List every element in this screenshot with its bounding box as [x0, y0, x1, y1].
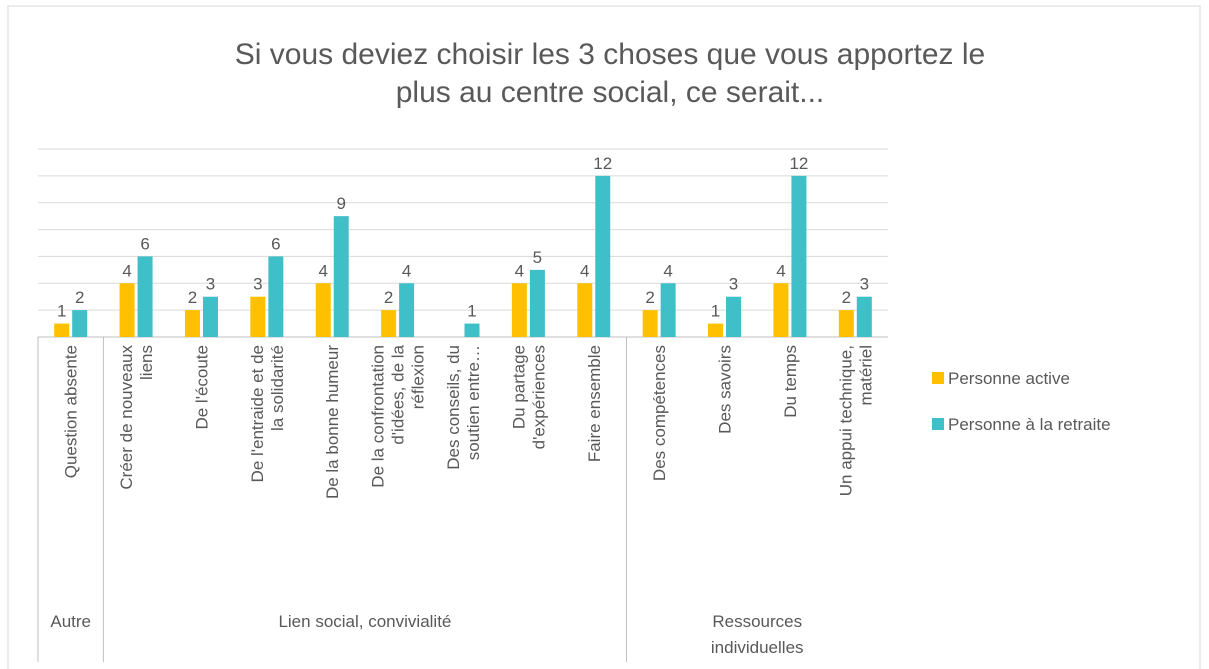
data-label: 6 [140, 234, 149, 253]
x-tick-label: Du partaged'expériences [509, 345, 548, 449]
bar [333, 216, 349, 337]
label-line: Lien social, convivialité [278, 612, 451, 631]
bar [54, 323, 70, 337]
label-line: liens [137, 345, 156, 380]
label-line: Créer de nouveaux [117, 345, 136, 490]
x-tick-label: Un appui technique,matériel [836, 345, 875, 496]
bar [119, 283, 135, 337]
chart-title: Si vous deviez choisir les 3 choses que … [235, 38, 985, 109]
bar [250, 296, 266, 337]
label-line: soutien entre… [464, 345, 483, 460]
x-tick-label: Créer de nouveauxliens [117, 345, 156, 490]
data-label: 4 [318, 261, 327, 280]
data-label: 3 [206, 275, 215, 294]
bar [315, 283, 331, 337]
bar [726, 296, 742, 337]
data-label: 3 [860, 275, 869, 294]
bar [660, 283, 676, 337]
data-label: 1 [57, 302, 66, 321]
bar [791, 175, 807, 337]
bar [381, 310, 397, 337]
label-line: individuelles [711, 638, 804, 657]
label-line: Du temps [781, 345, 800, 418]
label-line: Des compétences [650, 345, 669, 481]
chart-border [7, 5, 1201, 669]
data-label: 3 [253, 275, 262, 294]
data-label: 1 [711, 302, 720, 321]
data-label: 12 [593, 154, 612, 173]
bar [856, 296, 872, 337]
bar [464, 323, 480, 337]
data-label: 9 [336, 194, 345, 213]
bar [202, 296, 218, 337]
label-line: Faire ensemble [585, 345, 604, 462]
data-label: 2 [75, 288, 84, 307]
group-label: Lien social, convivialité [278, 612, 451, 631]
bar [577, 283, 593, 337]
x-tick-label: Des conseils, dusoutien entre… [444, 345, 483, 470]
label-line: d'idées, de la [389, 344, 408, 444]
x-tick-label: De la bonne humeur [323, 345, 342, 499]
data-label: 4 [402, 261, 411, 280]
title-line: Si vous deviez choisir les 3 choses que … [235, 38, 985, 71]
bar [399, 283, 415, 337]
x-tick-label: Des compétences [650, 345, 669, 481]
label-line: Du partage [509, 345, 528, 429]
bar [595, 175, 611, 337]
legend-swatch [932, 418, 944, 430]
label-line: Ressources [712, 612, 802, 631]
x-tick-label: De l'entraide et dela solidarité [248, 345, 287, 482]
label-line: Autre [50, 612, 91, 631]
bar [268, 256, 284, 337]
x-tick-label: De la confrontationd'idées, de laréflexi… [369, 344, 428, 487]
bar [184, 310, 200, 337]
label-line: De l'écoute [192, 345, 211, 430]
bar [72, 310, 88, 337]
data-label: 3 [729, 275, 738, 294]
data-label: 4 [580, 261, 589, 280]
data-label: 2 [645, 288, 654, 307]
data-label: 12 [789, 154, 808, 173]
data-label: 4 [776, 261, 785, 280]
label-line: De la confrontation [369, 345, 388, 488]
bar [773, 283, 789, 337]
data-label: 6 [271, 234, 280, 253]
legend-label: Personne à la retraite [948, 415, 1111, 434]
title-line: plus au centre social, ce serait... [396, 76, 825, 109]
data-label: 4 [515, 261, 524, 280]
label-line: De la bonne humeur [323, 345, 342, 499]
data-label: 2 [188, 288, 197, 307]
x-tick-label: Faire ensemble [585, 345, 604, 462]
x-tick-label: Du temps [781, 345, 800, 418]
data-label: 5 [533, 248, 542, 267]
label-line: matériel [856, 345, 875, 405]
label-line: d'expériences [529, 345, 548, 449]
bar [529, 269, 545, 337]
label-line: réflexion [409, 345, 428, 409]
bar [511, 283, 527, 337]
label-line: Question absente [62, 345, 81, 478]
x-tick-label: Question absente [62, 345, 81, 478]
label-line: Des savoirs [716, 345, 735, 434]
label-line: De l'entraide et de [248, 345, 267, 482]
data-label: 2 [384, 288, 393, 307]
label-line: la solidarité [268, 345, 287, 431]
bar [642, 310, 658, 337]
bar [838, 310, 854, 337]
data-label: 4 [122, 261, 131, 280]
legend-swatch [932, 372, 944, 384]
data-label: 4 [663, 261, 672, 280]
group-label: Ressources individuelles [711, 612, 804, 657]
x-tick-label: Des savoirs [716, 345, 735, 434]
data-label: 1 [467, 302, 476, 321]
data-label: 2 [842, 288, 851, 307]
group-label: Autre [50, 612, 91, 631]
label-line: Des conseils, du [444, 345, 463, 470]
label-line: Un appui technique, [836, 345, 855, 496]
x-tick-label: De l'écoute [192, 345, 211, 430]
bar [137, 256, 153, 337]
bar [708, 323, 724, 337]
legend-label: Personne active [948, 369, 1070, 388]
